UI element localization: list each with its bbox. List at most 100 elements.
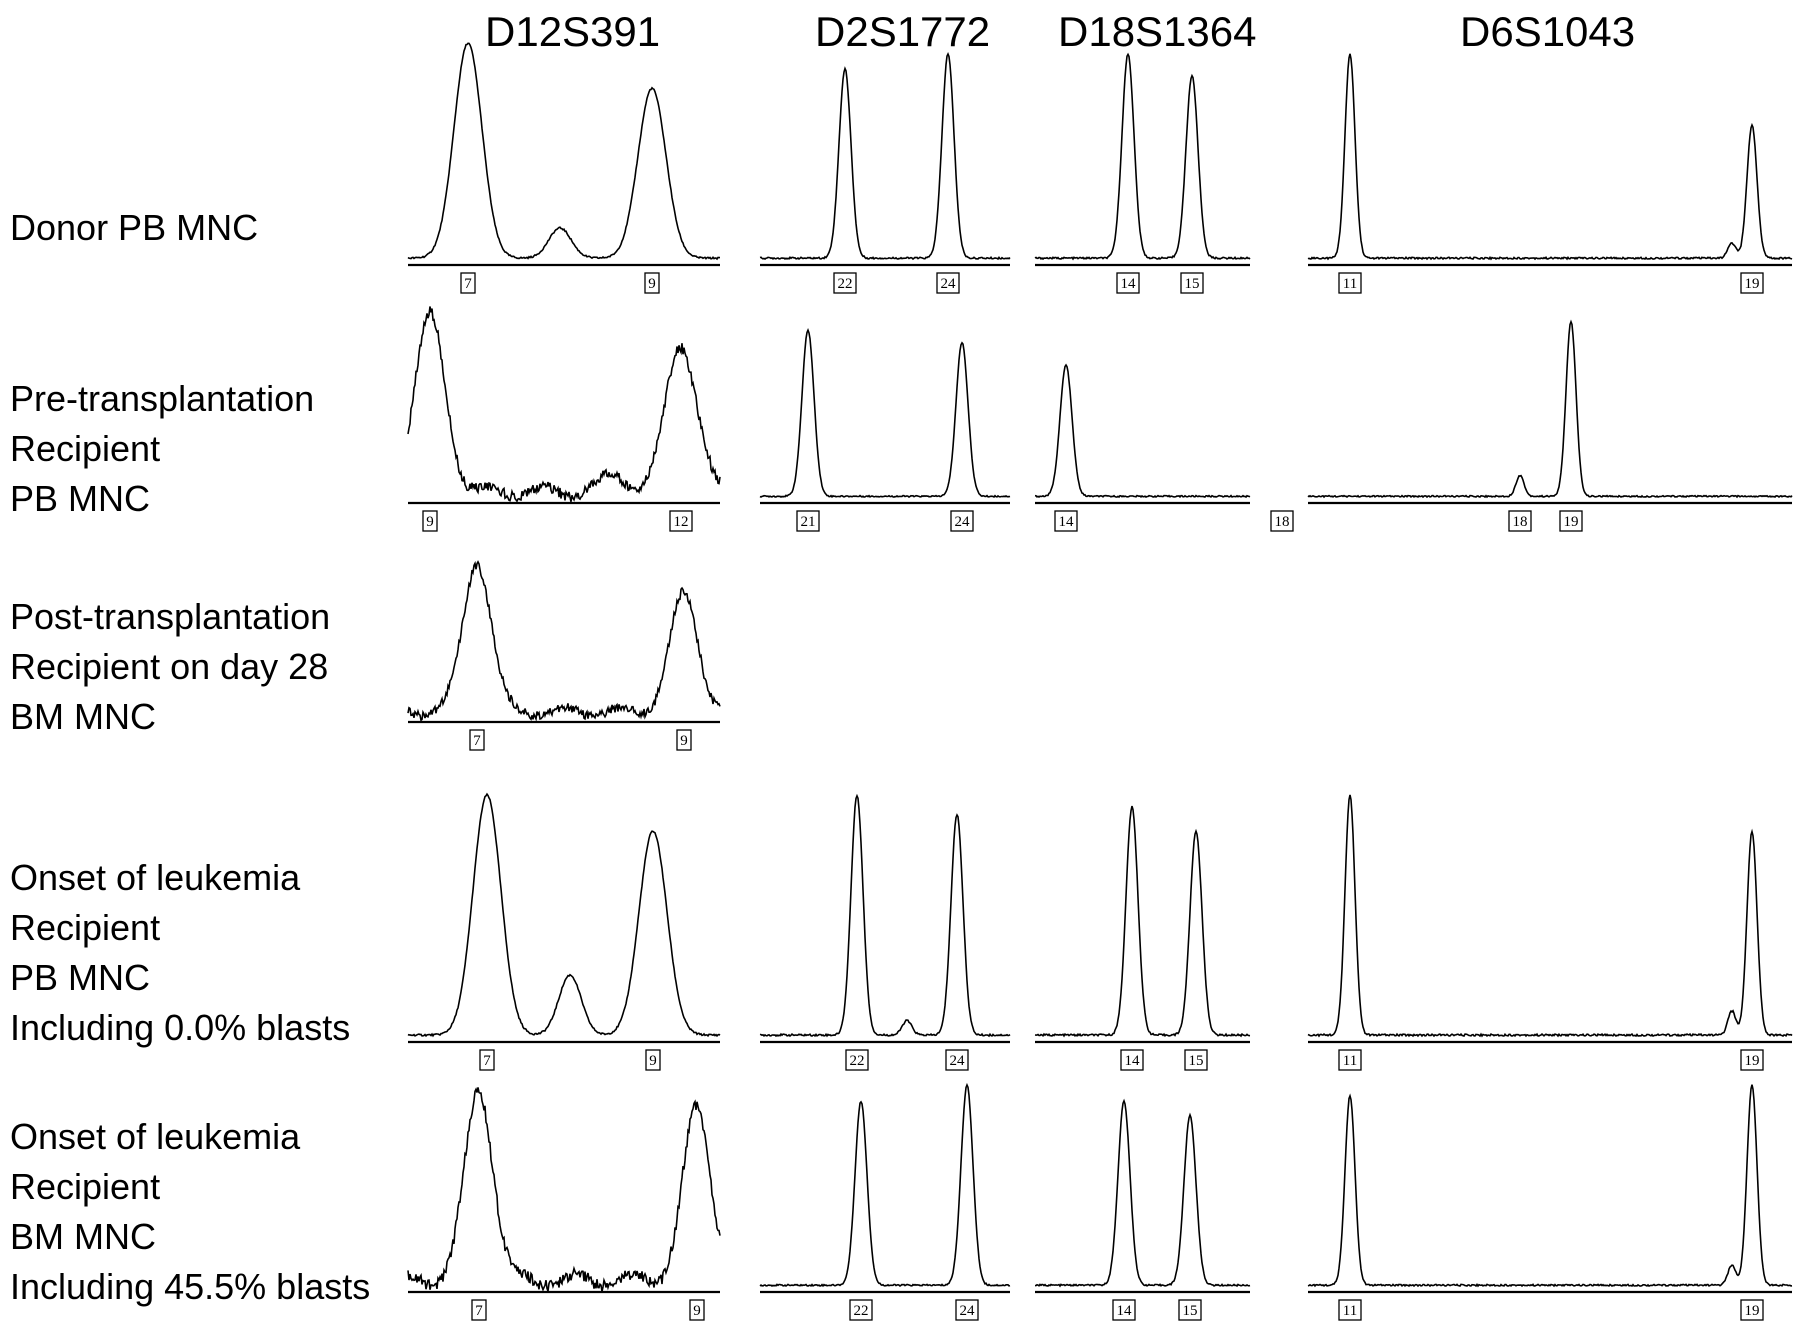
- sample-label-donor: Donor PB MNC: [10, 203, 258, 253]
- allele-box: [1178, 1299, 1202, 1321]
- panel-d12s391-sample-1: 9 12: [407, 306, 721, 532]
- sample-label-line: Recipient on day 28: [10, 646, 329, 687]
- sample-label-line: Recipient: [10, 1166, 161, 1207]
- allele-label: 14: [1125, 1053, 1141, 1069]
- allele-label: 22: [850, 1053, 865, 1069]
- allele-box: [1112, 1299, 1136, 1321]
- panel-d6s1043-sample-4: 11 19: [1307, 1084, 1793, 1321]
- allele-label: 19: [1745, 1303, 1760, 1319]
- trace-line: [1034, 52, 1251, 261]
- marker-header-d18s1364: D18S1364: [1058, 8, 1257, 55]
- trace-line: [1034, 363, 1251, 499]
- allele-label: 9: [426, 514, 434, 530]
- panel-d18s1364-sample-4: 14 15: [1035, 1098, 1251, 1321]
- allele-box: [796, 510, 820, 532]
- trace-line: [407, 560, 721, 722]
- panel-d6s1043-sample-1: 18 19: [1307, 319, 1793, 532]
- allele-label: 19: [1564, 514, 1579, 530]
- trace-line: [759, 51, 1011, 261]
- allele-box: [479, 1049, 495, 1071]
- panel-d18s1364-sample-3: 14 15: [1034, 805, 1251, 1071]
- allele-box: [460, 272, 476, 294]
- allele-label: 9: [649, 1053, 657, 1069]
- allele-box: [950, 510, 974, 532]
- allele-label: 7: [473, 733, 481, 749]
- allele-box: [1180, 272, 1204, 294]
- allele-label: 21: [801, 514, 816, 530]
- allele-box: [422, 510, 438, 532]
- allele-label: 11: [1343, 276, 1357, 292]
- sample-label-line: Including 0.0% blasts: [10, 1007, 351, 1048]
- allele-box: [1740, 1299, 1764, 1321]
- allele-box: [1740, 272, 1764, 294]
- sample-label-line: PB MNC: [10, 957, 151, 998]
- allele-label: 9: [648, 276, 656, 292]
- sample-label-line: Including 45.5% blasts: [10, 1266, 371, 1307]
- sample-label-onset-bm: Onset of leukemia Recipient BM MNC Inclu…: [10, 1112, 370, 1312]
- allele-box: [1054, 510, 1078, 532]
- allele-label: 22: [854, 1303, 869, 1319]
- trace-line: [407, 1087, 721, 1292]
- sample-label-line: Pre-transplantation: [10, 378, 315, 419]
- allele-label: 24: [960, 1303, 976, 1319]
- trace-line: [1307, 794, 1793, 1038]
- sample-label-line: Recipient: [10, 907, 161, 948]
- allele-label: 19: [1745, 1053, 1760, 1069]
- allele-label: 24: [950, 1053, 966, 1069]
- allele-box: [845, 1049, 869, 1071]
- allele-label: 11: [1343, 1053, 1357, 1069]
- allele-label: 14: [1121, 276, 1137, 292]
- allele-label: 14: [1059, 514, 1075, 530]
- marker-header-d6s1043: D6S1043: [1460, 8, 1636, 55]
- allele-label: 15: [1189, 1053, 1204, 1069]
- trace-line: [1307, 53, 1793, 261]
- trace-line: [1307, 319, 1793, 499]
- allele-label: 9: [680, 733, 688, 749]
- allele-box: [1120, 1049, 1144, 1071]
- sample-label-line: Recipient: [10, 428, 161, 469]
- allele-label: 19: [1745, 276, 1760, 292]
- trace-line: [407, 306, 721, 503]
- sample-label-onset-pb: Onset of leukemia Recipient PB MNC Inclu…: [10, 853, 350, 1053]
- allele-box: [645, 1049, 661, 1071]
- panel-d6s1043-sample-0: 11 19: [1307, 53, 1793, 294]
- panel-d18s1364-sample-0: 14 15: [1034, 52, 1251, 294]
- allele-label: 7: [475, 1303, 483, 1319]
- sample-label-post-transplant: Post-transplantation Recipient on day 28…: [10, 592, 330, 742]
- allele-label: 12: [674, 514, 689, 530]
- panel-d2s1772-sample-4: 22 24: [759, 1082, 1011, 1321]
- allele-label: 11: [1343, 1303, 1357, 1319]
- panel-d2s1772-sample-1: 21 24: [759, 328, 1011, 532]
- trace-line: [1035, 1098, 1251, 1288]
- allele-label: 24: [955, 514, 971, 530]
- allele-box: [833, 272, 857, 294]
- allele-box: [689, 1299, 705, 1321]
- allele-box: [676, 729, 692, 751]
- allele-label: 14: [1117, 1303, 1133, 1319]
- marker-header-d12s391: D12S391: [485, 8, 661, 55]
- allele-box: [644, 272, 660, 294]
- allele-box: [849, 1299, 873, 1321]
- panel-d6s1043-sample-3: 11 19: [1307, 794, 1793, 1071]
- allele-box: [1338, 1299, 1362, 1321]
- marker-header-d2s1772: D2S1772: [815, 8, 991, 55]
- allele-label: 24: [941, 276, 957, 292]
- allele-label: 22: [838, 276, 853, 292]
- sample-label-line: Post-transplantation: [10, 596, 331, 637]
- allele-box: [945, 1049, 969, 1071]
- allele-label: 7: [483, 1053, 491, 1069]
- sample-label-pre-transplant: Pre-transplantation Recipient PB MNC: [10, 374, 314, 524]
- allele-box: [1270, 510, 1294, 532]
- sample-label-line: Donor PB MNC: [10, 207, 259, 248]
- trace-line: [407, 42, 720, 261]
- allele-label: 18: [1275, 514, 1290, 530]
- sample-label-line: BM MNC: [10, 1216, 156, 1257]
- allele-box: [1508, 510, 1532, 532]
- allele-box: [936, 272, 960, 294]
- allele-label: 15: [1183, 1303, 1198, 1319]
- allele-box: [955, 1299, 979, 1321]
- trace-line: [1034, 805, 1251, 1038]
- trace-line: [759, 328, 1011, 499]
